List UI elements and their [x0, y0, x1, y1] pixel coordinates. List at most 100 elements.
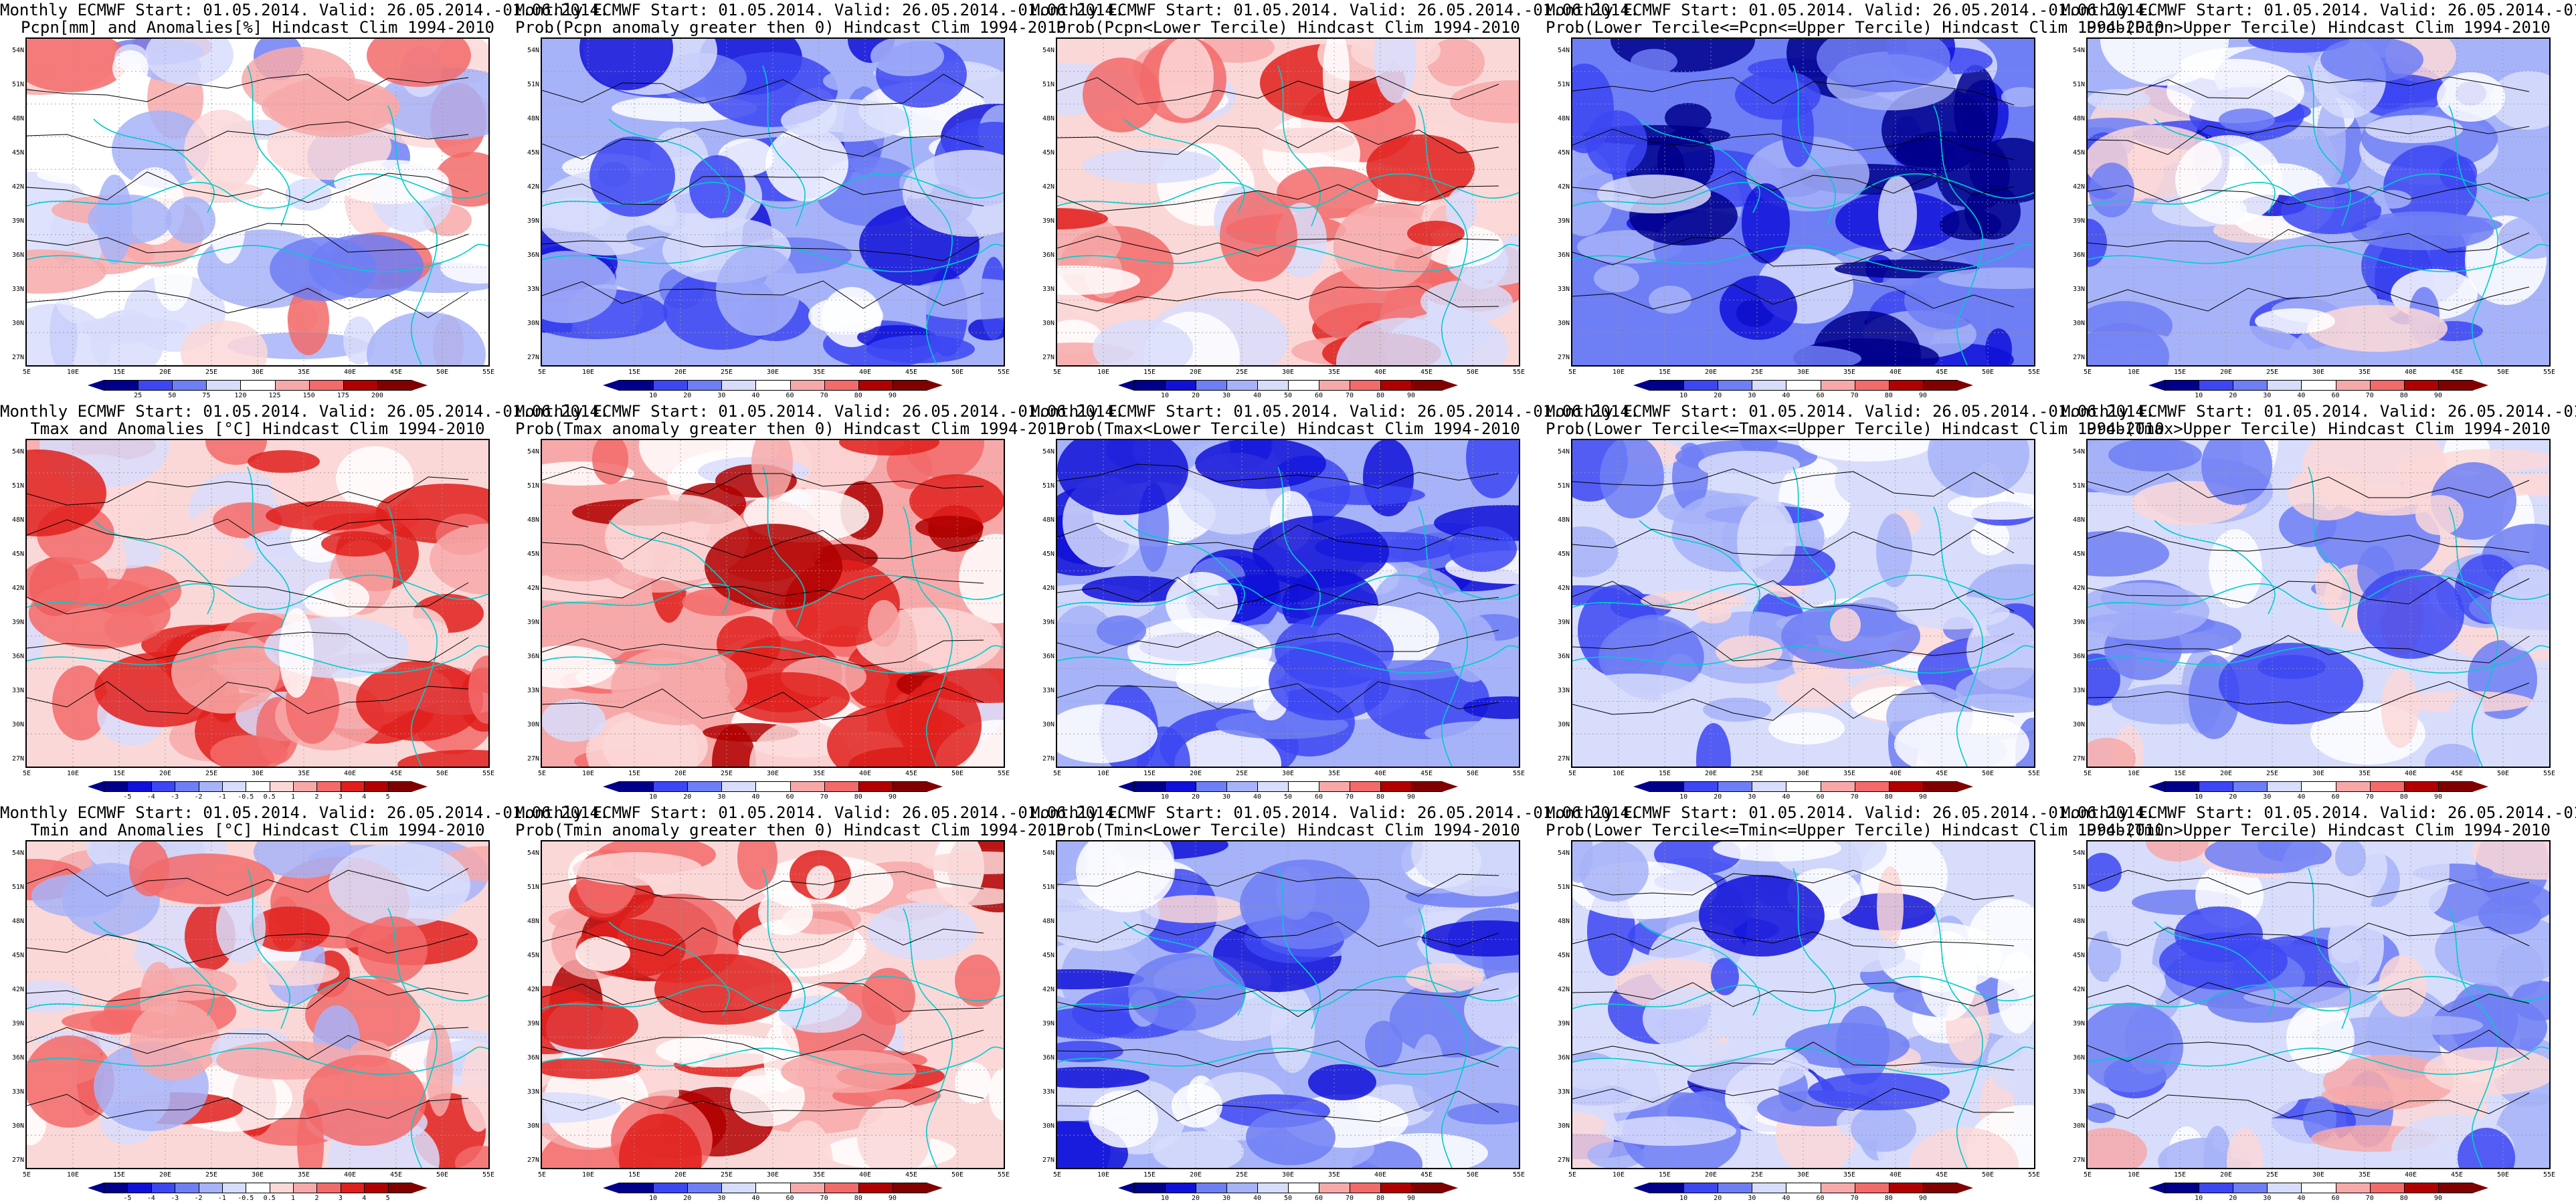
colorbar-tick-label: 4: [362, 1195, 367, 1202]
lon-label: 10E: [1097, 770, 1110, 777]
colorbar-tick-label: 50: [1283, 1195, 1293, 1202]
lat-label: 45N: [2072, 550, 2085, 558]
colorbar-bin: [1288, 781, 1319, 792]
colorbar-bin: [687, 781, 723, 792]
colorbar-tick-label: 70: [1345, 392, 1354, 399]
lat-label: 45N: [1557, 550, 1570, 558]
lon-label: 55E: [1512, 770, 1526, 777]
lat-label: 54N: [1042, 448, 1054, 456]
colorbar-bin: [246, 781, 270, 792]
lon-label: 30E: [1797, 770, 1810, 777]
colorbar-tick-label: 20: [2229, 392, 2237, 399]
lon-label: 55E: [2027, 369, 2041, 376]
colorbar-bin: [858, 380, 893, 391]
colorbar-tick-label: 20: [1714, 392, 1722, 399]
lon-label: 35E: [1843, 770, 1856, 777]
lon-label: 30E: [251, 770, 264, 777]
colorbar-tick-label: 25: [134, 392, 143, 399]
lat-label: 42N: [11, 986, 24, 993]
lat-label: 36N: [1042, 653, 1054, 660]
colorbar-tick-label: 10: [1679, 1195, 1688, 1202]
lat-label: 51N: [1557, 482, 1570, 490]
lat-label: 51N: [1042, 81, 1054, 88]
colorbar-bin: [151, 781, 176, 792]
colorbar-bin: [755, 781, 791, 792]
lon-label: 50E: [2496, 369, 2510, 376]
colorbar-bin: [858, 1183, 893, 1193]
colorbar-bin: [172, 380, 207, 391]
lat-label: 45N: [1557, 149, 1570, 157]
lon-label: 5E: [2083, 369, 2092, 376]
lat-label: 45N: [11, 149, 24, 157]
panel-title-line2: Tmax and Anomalies [°C] Hindcast Clim 19…: [30, 419, 485, 438]
lat-label: 45N: [1557, 952, 1570, 959]
colorbar-tick-label: 3: [338, 1195, 343, 1202]
lon-label: 35E: [2358, 369, 2371, 376]
lat-label: 42N: [527, 986, 539, 993]
lon-label: 40E: [1374, 369, 1387, 376]
colorbar-bin: [104, 380, 139, 391]
colorbar-bin: [343, 380, 378, 391]
lon-label: 20E: [674, 369, 687, 376]
colorbar-tick-label: 20: [1191, 392, 1200, 399]
lat-label: 27N: [11, 354, 24, 361]
lat-label: 39N: [1557, 1020, 1570, 1027]
colorbar-bin: [1196, 1183, 1227, 1193]
colorbar-tick-label: 20: [683, 1195, 692, 1202]
lon-label: 30E: [1797, 1171, 1810, 1179]
lon-label: 50E: [1466, 770, 1479, 777]
colorbar-bin: [790, 1183, 825, 1193]
colorbar-bin: [1380, 380, 1412, 391]
lon-label: 55E: [482, 369, 495, 376]
lon-label: 5E: [2083, 770, 2092, 777]
colorbar: [603, 1183, 943, 1193]
lon-label: 55E: [2543, 770, 2556, 777]
lon-label: 30E: [1281, 1171, 1295, 1179]
colorbar-bin: [2301, 781, 2336, 792]
colorbar-bin: [653, 1183, 688, 1193]
lat-label: 54N: [1042, 849, 1054, 857]
lon-label: 20E: [1189, 1171, 1202, 1179]
colorbar-bin: [619, 380, 654, 391]
lon-label: 55E: [1512, 1171, 1526, 1179]
lat-label: 36N: [527, 653, 539, 660]
lat-label: 48N: [1042, 918, 1054, 925]
lon-label: 15E: [628, 1171, 641, 1179]
lat-label: 33N: [11, 1088, 24, 1096]
colorbar-bin: [2165, 781, 2200, 792]
lat-label: 27N: [1042, 1157, 1054, 1164]
lon-label: 40E: [2404, 369, 2417, 376]
colorbar-tick-label: 10: [1679, 793, 1688, 801]
colorbar: [88, 1183, 428, 1193]
colorbar-min-arrow: [1118, 1183, 1134, 1193]
lat-label: 27N: [527, 755, 539, 763]
colorbar-bin: [1380, 1183, 1412, 1193]
lat-label: 27N: [2072, 354, 2085, 361]
colorbar-tick-label: 10: [649, 1195, 658, 1202]
colorbar-bin: [2233, 1183, 2268, 1193]
colorbar-tick-label: 5: [385, 1195, 390, 1202]
colorbar-bin: [1718, 781, 1753, 792]
colorbar: [1633, 1183, 1973, 1193]
colorbar-bin: [1288, 1183, 1319, 1193]
lat-label: 51N: [1042, 884, 1054, 891]
lon-label: 50E: [436, 1171, 449, 1179]
colorbar-bin: [1226, 380, 1258, 391]
lon-label: 35E: [1843, 1171, 1856, 1179]
colorbar-tick-label: 2: [314, 793, 319, 801]
colorbar-bin: [619, 781, 654, 792]
lat-label: 48N: [2072, 516, 2085, 524]
colorbar-tick-label: 90: [2433, 1195, 2442, 1202]
lon-label: 25E: [1750, 1171, 1764, 1179]
lon-label: 40E: [2404, 770, 2417, 777]
panel-title-line2: Prob(Pcpn<Lower Tercile) Hindcast Clim 1…: [1056, 18, 1520, 37]
lon-label: 15E: [112, 369, 126, 376]
panel-title-line2: Prob(Tmin<Lower Tercile) Hindcast Clim 1…: [1056, 821, 1520, 839]
lat-label: 39N: [1557, 217, 1570, 225]
colorbar-bin: [175, 781, 199, 792]
lon-label: 15E: [2173, 1171, 2187, 1179]
colorbar-bin: [1350, 1183, 1381, 1193]
panel-title-line1: Monthly ECMWF Start: 01.05.2014. Valid: …: [515, 1, 1125, 19]
lon-label: 25E: [2266, 369, 2279, 376]
lon-label: 45E: [1935, 1171, 1948, 1179]
